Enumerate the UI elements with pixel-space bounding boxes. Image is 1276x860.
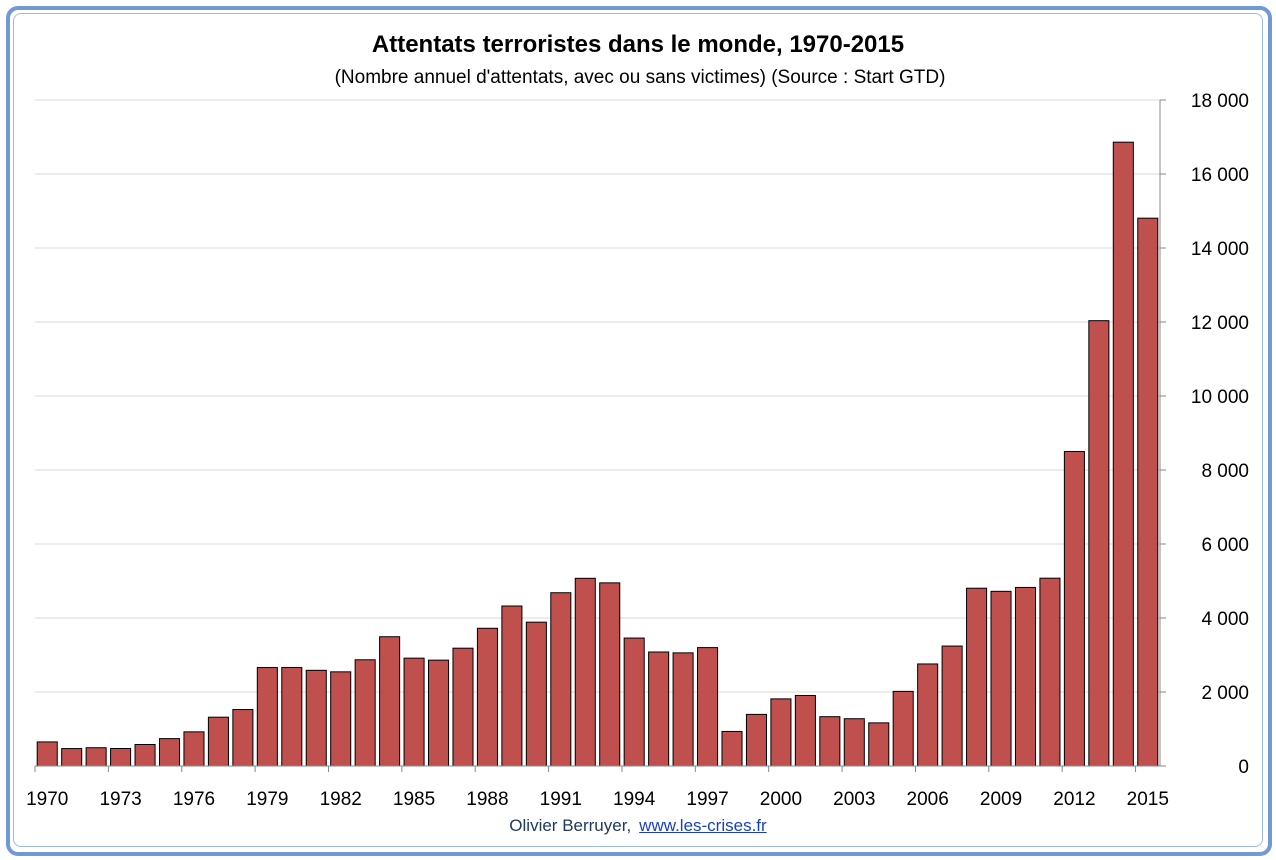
- bar-2013: [1088, 320, 1110, 767]
- bar-2010: [1014, 586, 1037, 767]
- y-tick-label: 18 000: [1191, 91, 1249, 112]
- bar-1970: [36, 741, 58, 767]
- x-tick-label: 2012: [1053, 789, 1095, 810]
- bars: [36, 141, 1159, 767]
- bar-1973: [110, 747, 132, 767]
- bar-2003: [843, 718, 865, 767]
- bar-1999: [745, 713, 767, 767]
- bar-2004: [868, 722, 890, 767]
- x-tick-labels: 1970 1973 1976 1979 1982 1985 1988 1991 1994 1997…: [26, 789, 1169, 810]
- x-tick-label: 1976: [173, 789, 215, 810]
- bar-1995: [648, 651, 670, 767]
- bar-1976: [183, 731, 205, 767]
- chart-title: Attentats terroristes dans le monde, 197…: [372, 31, 904, 58]
- bar-1982: [330, 671, 352, 767]
- x-tick-label: 1979: [246, 789, 288, 810]
- chart-frame-inner: [13, 13, 1263, 847]
- x-tick-label: 1991: [540, 789, 582, 810]
- bar-2011: [1039, 577, 1061, 767]
- bar-2005: [892, 690, 914, 767]
- bar-2007: [941, 645, 963, 767]
- bar-1978: [232, 709, 254, 767]
- x-tick-label: 2009: [980, 789, 1022, 810]
- bar-1987: [452, 647, 474, 767]
- bar-1972: [85, 747, 107, 767]
- bar-1986: [428, 659, 450, 767]
- x-tick-label: 1997: [686, 789, 728, 810]
- bar-1990: [525, 621, 547, 767]
- y-tick-label: 12 000: [1191, 313, 1249, 334]
- x-tick-label: 1973: [99, 789, 141, 810]
- y-tick-label: 2 000: [1201, 683, 1249, 704]
- bar-2000: [770, 698, 792, 767]
- bar-1980: [281, 666, 303, 767]
- x-tick-label: 2000: [760, 789, 802, 810]
- bar-2009: [990, 590, 1012, 767]
- bar-2001: [794, 694, 816, 767]
- bar-1993: [599, 582, 621, 767]
- x-tick-label: 2003: [833, 789, 875, 810]
- bar-1994: [623, 637, 645, 767]
- y-tick-label: 14 000: [1191, 239, 1249, 260]
- bar-2014: [1112, 141, 1134, 767]
- bar-1991: [550, 592, 572, 767]
- bar-1997: [697, 647, 719, 767]
- x-tick-label: 1982: [320, 789, 362, 810]
- footer: Olivier Berruyer, www.les-crises.fr: [0, 816, 1276, 836]
- bar-2012: [1063, 451, 1085, 767]
- chart-subtitle: (Nombre annuel d'attentats, avec ou sans…: [335, 67, 946, 88]
- bar-1992: [574, 577, 596, 767]
- bar-1996: [672, 652, 694, 767]
- bar-2006: [917, 663, 939, 767]
- bar-1977: [207, 716, 229, 767]
- x-tick-label: 1994: [613, 789, 656, 810]
- x-tick-label: 1985: [393, 789, 435, 810]
- bar-1989: [501, 605, 523, 767]
- bar-2008: [966, 587, 988, 767]
- bar-2015: [1137, 217, 1159, 767]
- y-tick-labels: 0 2 000 4 000 6 000 8 000 10 000 12 000 14 000 1…: [1191, 91, 1249, 778]
- y-tick-label: 0: [1238, 757, 1249, 778]
- x-tick-label: 1970: [26, 789, 68, 810]
- website-link[interactable]: www.les-crises.fr: [639, 816, 767, 835]
- y-tick-label: 8 000: [1201, 461, 1249, 482]
- axes: [34, 99, 1166, 772]
- bar-1984: [379, 636, 401, 767]
- x-tick-label: 1988: [466, 789, 508, 810]
- y-tick-label: 6 000: [1201, 535, 1249, 556]
- bar-1983: [354, 659, 376, 767]
- x-tick-label: 2006: [907, 789, 949, 810]
- bar-1998: [721, 730, 743, 767]
- x-tick-label: 2015: [1127, 789, 1169, 810]
- bar-1974: [134, 744, 156, 767]
- bar-1971: [61, 748, 83, 767]
- author-credit: Olivier Berruyer,: [509, 816, 632, 835]
- y-tick-label: 4 000: [1201, 609, 1249, 630]
- bar-1979: [256, 667, 278, 767]
- bar-1975: [158, 738, 181, 767]
- y-tick-label: 16 000: [1191, 165, 1249, 186]
- bar-1981: [305, 669, 327, 767]
- bar-1988: [476, 627, 498, 767]
- gridlines: [35, 99, 1160, 693]
- bar-2002: [819, 716, 841, 767]
- bar-1985: [403, 657, 425, 767]
- y-tick-label: 10 000: [1191, 387, 1249, 408]
